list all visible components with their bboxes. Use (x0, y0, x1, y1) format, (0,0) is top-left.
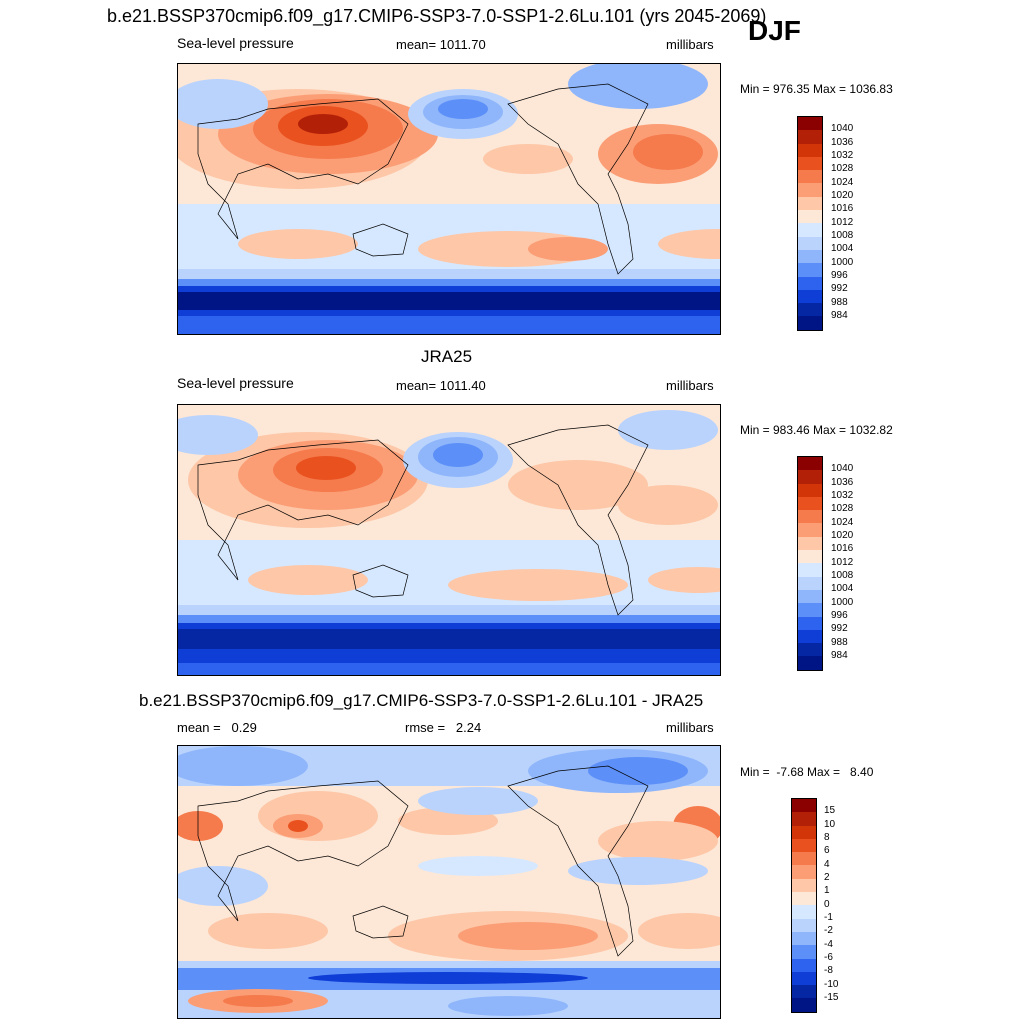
colorbar-tick: 1032 (831, 490, 854, 501)
colorbar-tick: 1028 (831, 503, 854, 514)
colorbar-tick: 992 (831, 283, 848, 294)
colorbar-tick: 1024 (831, 517, 854, 528)
figure-title: b.e21.BSSP370cmip6.f09_g17.CMIP6-SSP3-7.… (107, 6, 767, 26)
sea-level-pressure-map (177, 404, 721, 676)
panel-title: b.e21.BSSP370cmip6.f09_g17.CMIP6-SSP3-7.… (139, 691, 704, 710)
mean-label: mean= 1011.70 (396, 37, 486, 52)
colorbar-tick: 8 (824, 832, 830, 843)
colorbar-tick: 1 (824, 885, 830, 896)
map-contours (178, 64, 720, 334)
colorbar-tick: 1036 (831, 477, 854, 488)
units-label: millibars (666, 720, 714, 735)
colorbar-tick: 1032 (831, 150, 854, 161)
sea-level-pressure-map (177, 63, 721, 335)
colorbar-tick: -2 (824, 925, 833, 936)
colorbar-tick: 1000 (831, 597, 854, 608)
colorbar-tick: 984 (831, 650, 848, 661)
colorbar-tick: -8 (824, 965, 833, 976)
colorbar-tick: 10 (824, 819, 836, 830)
colorbar-tick: 1040 (831, 123, 854, 134)
colorbar-tick: 1012 (831, 557, 854, 568)
colorbar-tick: 1024 (831, 177, 854, 188)
colorbar-tick: -10 (824, 979, 839, 990)
colorbar-tick: 1020 (831, 530, 854, 541)
colorbar (797, 116, 823, 331)
colorbar-tick: 1020 (831, 190, 854, 201)
units-label: millibars (666, 378, 714, 393)
panel-title: JRA25 (421, 347, 473, 366)
colorbar-tick: 1008 (831, 570, 854, 581)
colorbar-tick: 1008 (831, 230, 854, 241)
minmax-label: Min = -7.68 Max = 8.40 (740, 765, 874, 779)
mean-label: mean = 0.29 (177, 720, 257, 735)
colorbar-tick: 2 (824, 872, 830, 883)
colorbar-tick: 1000 (831, 257, 854, 268)
colorbar-tick: -6 (824, 952, 833, 963)
colorbar-tick: 992 (831, 623, 848, 634)
colorbar-tick: 4 (824, 859, 830, 870)
colorbar-tick: 6 (824, 845, 830, 856)
colorbar-tick: 996 (831, 270, 848, 281)
colorbar (791, 798, 817, 1013)
minmax-label: Min = 983.46 Max = 1032.82 (740, 423, 893, 437)
variable-label: Sea-level pressure (177, 35, 294, 51)
rmse-label: rmse = 2.24 (405, 720, 482, 735)
colorbar-tick: -1 (824, 912, 833, 923)
colorbar-tick: 15 (824, 805, 836, 816)
colorbar-tick: -15 (824, 992, 839, 1003)
colorbar-tick: 1016 (831, 203, 854, 214)
colorbar-tick: 1004 (831, 583, 854, 594)
variable-label: Sea-level pressure (177, 375, 294, 391)
difference-map (177, 745, 721, 1019)
colorbar (797, 456, 823, 671)
mean-label: mean= 1011.40 (396, 378, 486, 393)
map-contours (178, 405, 720, 675)
colorbar-tick: 1028 (831, 163, 854, 174)
units-label: millibars (666, 37, 714, 52)
minmax-label: Min = 976.35 Max = 1036.83 (740, 82, 893, 96)
season-label: DJF (748, 15, 801, 46)
colorbar-tick: 1004 (831, 243, 854, 254)
colorbar-tick: 1016 (831, 543, 854, 554)
colorbar-tick: 1036 (831, 137, 854, 148)
map-contours (178, 746, 720, 1018)
colorbar-tick: -4 (824, 939, 833, 950)
colorbar-tick: 988 (831, 637, 848, 648)
colorbar-tick: 1012 (831, 217, 854, 228)
colorbar-tick: 0 (824, 899, 830, 910)
colorbar-tick: 1040 (831, 463, 854, 474)
colorbar-tick: 996 (831, 610, 848, 621)
colorbar-tick: 988 (831, 297, 848, 308)
colorbar-tick: 984 (831, 310, 848, 321)
